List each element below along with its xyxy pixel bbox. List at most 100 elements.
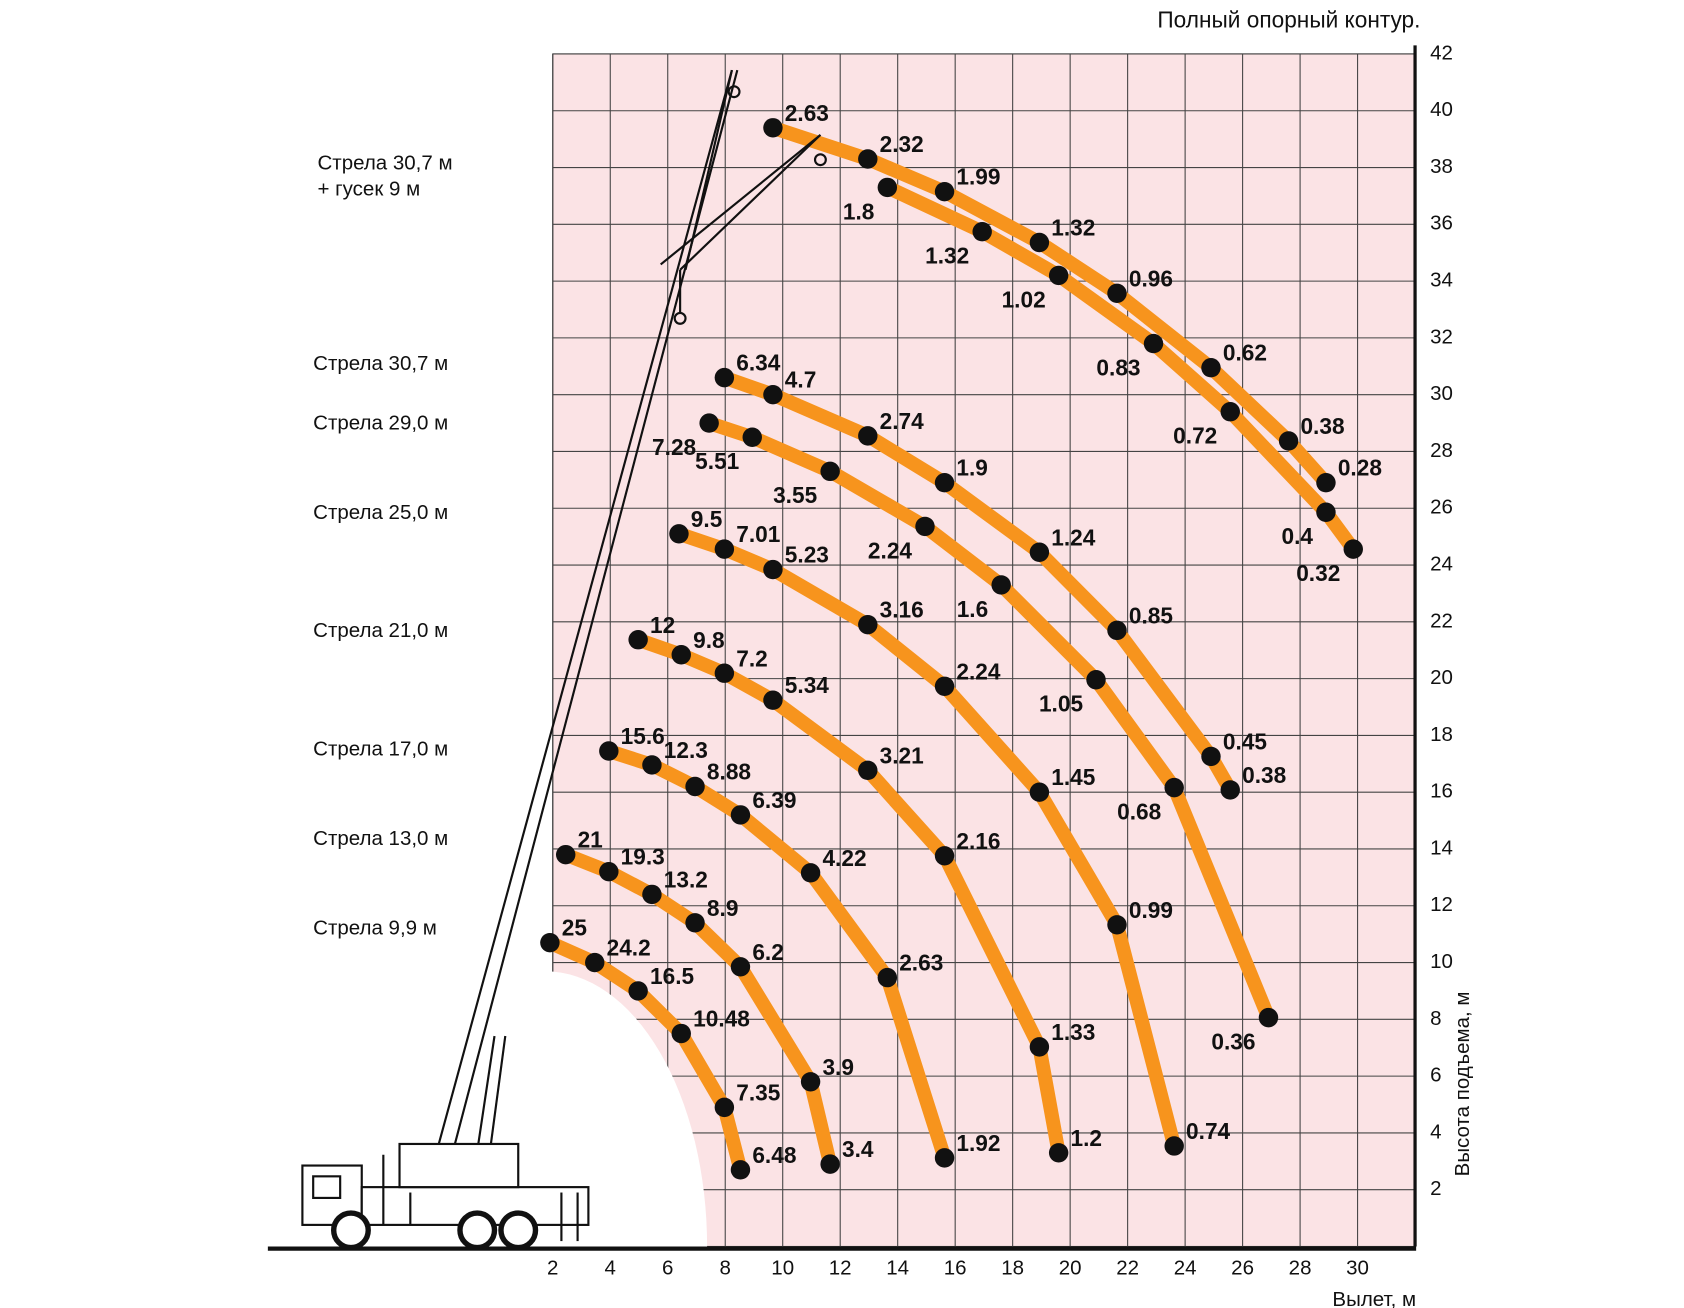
y-tick-label: 18 (1430, 723, 1453, 746)
x-tick-label: 6 (662, 1257, 673, 1280)
load-curve (702, 416, 1276, 1025)
point (714, 539, 735, 559)
y-tick-label: 10 (1430, 950, 1453, 973)
point (1029, 542, 1050, 562)
point (934, 846, 955, 866)
y-tick-label: 32 (1430, 325, 1453, 348)
load-label: 6.2 (752, 939, 783, 965)
load-label: 0.83 (1096, 354, 1140, 380)
point (540, 932, 560, 953)
crane (301, 69, 827, 1251)
y-tick-label: 14 (1430, 836, 1453, 859)
load-curve (765, 120, 1333, 490)
x-tick-label: 14 (886, 1257, 909, 1280)
point (1316, 472, 1336, 493)
point (1201, 357, 1221, 378)
y-tick-label: 24 (1430, 552, 1453, 575)
point (1220, 402, 1240, 422)
load-label: 1.32 (925, 243, 969, 269)
point (628, 630, 648, 650)
point (972, 221, 992, 242)
load-label: 0.72 (1173, 423, 1217, 449)
load-label: 2.63 (785, 100, 829, 126)
point (599, 741, 619, 761)
y-tick-label: 38 (1430, 155, 1453, 178)
load-label: 0.28 (1338, 455, 1382, 481)
point (1107, 915, 1127, 935)
point (1143, 333, 1164, 354)
legend-entry: + гусек 9 м (318, 177, 421, 200)
point (730, 1160, 751, 1180)
point (555, 844, 576, 865)
y-tick-label: 2 (1430, 1177, 1441, 1200)
point (763, 118, 783, 138)
load-label: 4.22 (822, 845, 866, 871)
point (858, 614, 878, 635)
point (1029, 232, 1050, 253)
load-label: 7.28 (652, 434, 696, 460)
point (763, 559, 783, 580)
point (730, 957, 751, 977)
y-tick-label: 22 (1430, 609, 1453, 632)
x-tick-label: 24 (1174, 1257, 1197, 1280)
legend-entry: Стрела 30,7 м (318, 151, 453, 174)
point (699, 413, 719, 433)
y-axis-label: Высота подъема, м (1451, 991, 1474, 1176)
point (915, 516, 935, 537)
x-tick-label: 2 (547, 1257, 558, 1280)
point (1107, 620, 1127, 641)
load-label: 2.74 (880, 408, 924, 434)
load-label: 0.4 (1282, 523, 1314, 549)
load-label: 0.74 (1186, 1118, 1230, 1144)
x-axis-label: Вылет, м (1332, 1288, 1416, 1308)
load-label: 1.45 (1051, 764, 1095, 790)
point (685, 913, 705, 933)
load-label: 1.8 (843, 198, 875, 224)
point (714, 367, 735, 388)
load-label: 3.16 (880, 597, 924, 623)
point (763, 690, 783, 710)
point (642, 755, 662, 775)
point (671, 1023, 691, 1044)
load-label: 4.7 (785, 367, 817, 393)
load-label: 6.48 (752, 1142, 796, 1168)
load-label: 5.34 (785, 672, 829, 698)
load-label: 6.34 (736, 350, 780, 376)
point (934, 676, 955, 696)
legend-entry: Стрела 17,0 м (313, 737, 448, 760)
point (1258, 1007, 1279, 1028)
load-label: 1.92 (956, 1130, 1000, 1156)
legend-entry: Стрела 29,0 м (313, 412, 448, 435)
point (671, 645, 691, 665)
point (669, 524, 689, 544)
x-tick-label: 26 (1231, 1257, 1254, 1280)
point (800, 863, 821, 883)
point (991, 575, 1011, 595)
point (599, 861, 619, 882)
load-label: 8.88 (707, 759, 751, 785)
y-tick-label: 12 (1430, 893, 1453, 916)
point (1164, 777, 1184, 798)
load-label: 16.5 (650, 963, 694, 989)
point (1086, 670, 1106, 690)
point (1220, 780, 1240, 800)
load-label: 13.2 (664, 866, 708, 892)
legend-entry: Стрела 9,9 м (313, 917, 437, 940)
load-label: 0.38 (1300, 413, 1344, 439)
load-label: 1.02 (1002, 286, 1046, 312)
load-label: 0.68 (1117, 799, 1161, 825)
load-label: 2.24 (868, 537, 912, 563)
load-label: 19.3 (621, 844, 665, 870)
load-label: 1.33 (1051, 1019, 1095, 1045)
load-label: 2.32 (880, 131, 924, 157)
y-tick-label: 20 (1430, 666, 1453, 689)
x-tick-label: 28 (1289, 1257, 1312, 1280)
point (730, 805, 751, 825)
point (628, 981, 648, 1001)
x-tick-label: 10 (771, 1257, 794, 1280)
load-label: 0.38 (1242, 762, 1286, 788)
y-tick-label: 36 (1430, 212, 1453, 235)
y-tick-label: 6 (1430, 1064, 1441, 1087)
load-label: 7.2 (736, 645, 768, 671)
point (877, 177, 898, 198)
